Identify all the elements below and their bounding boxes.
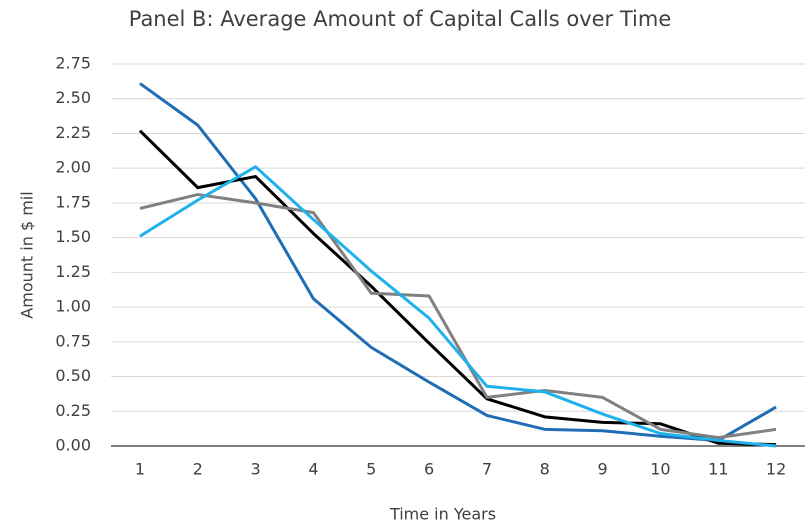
y-tick-label: 0.00 <box>55 436 91 455</box>
x-tick-label: 3 <box>250 460 260 479</box>
x-tick-label: 4 <box>308 460 318 479</box>
y-tick-label: 2.75 <box>55 54 91 73</box>
y-tick-label: 0.50 <box>55 366 91 385</box>
x-tick-label: 2 <box>193 460 203 479</box>
y-tick-label: 2.25 <box>55 123 91 142</box>
y-tick-label: 1.50 <box>55 227 91 246</box>
x-tick-label: 10 <box>650 460 670 479</box>
x-tick-label: 9 <box>597 460 607 479</box>
y-tick-label: 2.50 <box>55 88 91 107</box>
series-line <box>139 193 777 440</box>
x-tick-label: 6 <box>424 460 434 479</box>
y-tick-label: 1.25 <box>55 262 91 281</box>
x-tick-label: 12 <box>766 460 786 479</box>
y-tick-label: 0.75 <box>55 331 91 350</box>
series-line <box>139 82 777 442</box>
y-tick-label: 1.75 <box>55 192 91 211</box>
x-tick-label: 7 <box>482 460 492 479</box>
x-tick-label: 5 <box>366 460 376 479</box>
x-axis-label: Time in Years <box>389 505 496 524</box>
x-tick-label: 11 <box>708 460 728 479</box>
y-tick-label: 0.25 <box>55 401 91 420</box>
y-tick-label: 2.00 <box>55 158 91 177</box>
y-tick-label: 1.00 <box>55 297 91 316</box>
series-line <box>138 129 777 447</box>
y-axis-label: Amount in $ mil <box>18 191 37 318</box>
series-line <box>139 165 777 448</box>
x-tick-label: 8 <box>540 460 550 479</box>
chart-title: Panel B: Average Amount of Capital Calls… <box>129 7 672 31</box>
x-tick-label: 1 <box>135 460 145 479</box>
